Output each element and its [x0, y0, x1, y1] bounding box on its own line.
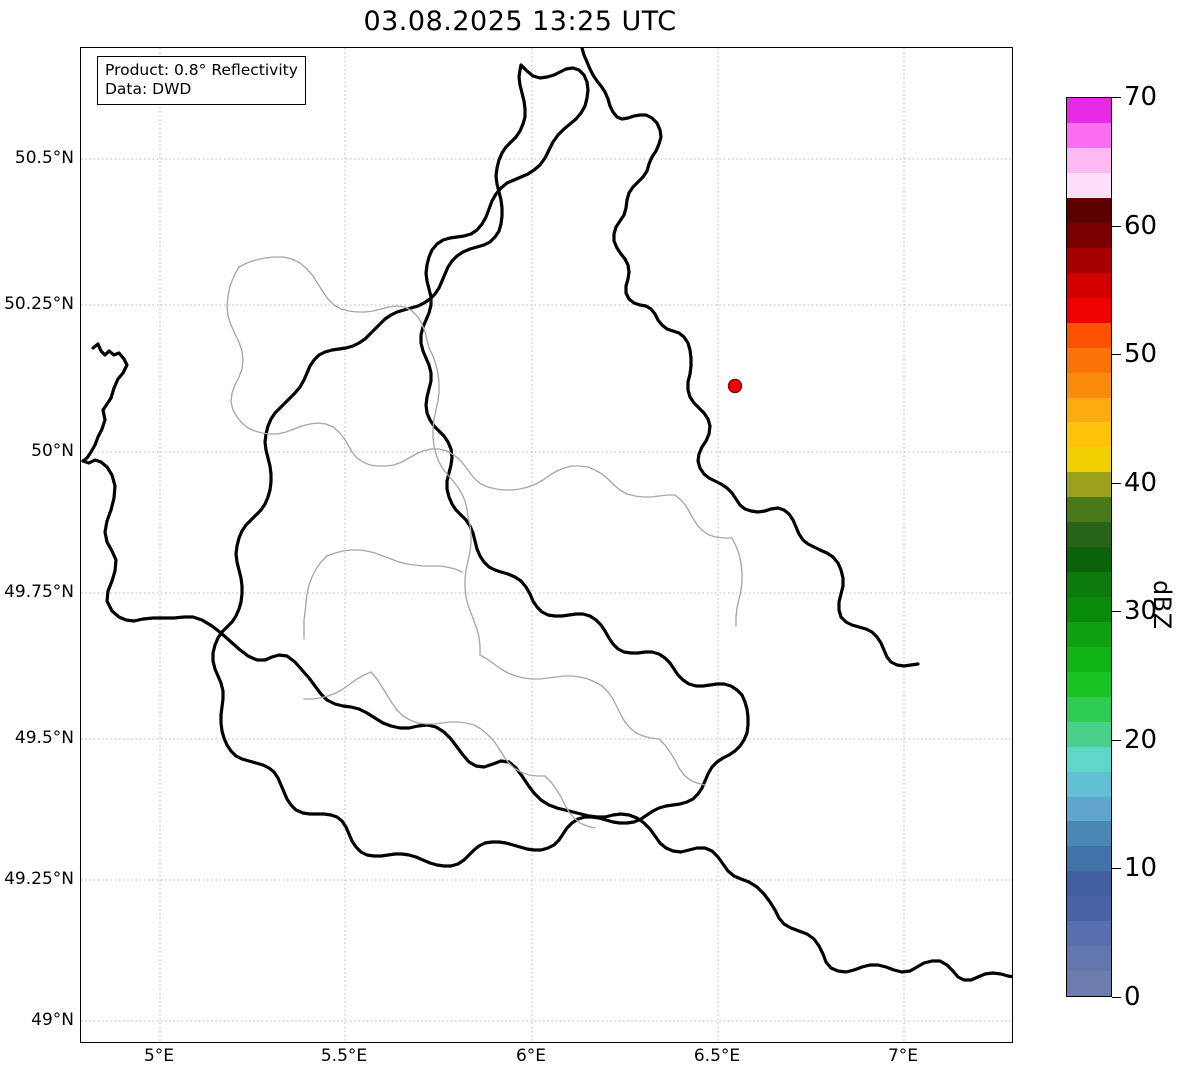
page-title: 03.08.2025 13:25 UTC — [363, 6, 677, 37]
colorbar-band — [1067, 198, 1111, 223]
colorbar-band — [1067, 372, 1111, 398]
colorbar-band — [1067, 621, 1111, 647]
colorbar-tick — [1112, 611, 1121, 613]
data-source-line: Data: DWD — [105, 79, 192, 98]
y-tick-label: 49.25°N — [4, 869, 74, 889]
y-tick-label: 49.75°N — [4, 582, 74, 602]
colorbar-band — [1067, 272, 1111, 298]
radar-map-plot: Product: 0.8° Reflectivity Data: DWD — [80, 47, 1013, 1043]
colorbar-band — [1067, 796, 1111, 822]
x-tick-label: 6°E — [515, 1046, 547, 1066]
x-tick-label: 7°E — [887, 1046, 919, 1066]
colorbar-tick — [1112, 354, 1121, 356]
colorbar-band — [1067, 148, 1111, 174]
colorbar-tick-label: 10 — [1124, 853, 1158, 884]
colorbar-band — [1067, 497, 1111, 523]
y-tick-label: 49°N — [31, 1010, 74, 1030]
colorbar-tick — [1112, 482, 1121, 484]
product-info-box: Product: 0.8° Reflectivity Data: DWD — [97, 56, 306, 105]
colorbar-tick-label: 20 — [1124, 724, 1158, 755]
country-borders — [81, 48, 1012, 982]
x-tick-label: 5.5°E — [320, 1046, 368, 1066]
colorbar-band — [1067, 846, 1111, 872]
radar-site-marker[interactable] — [727, 378, 743, 394]
colorbar-band — [1067, 98, 1111, 124]
colorbar-tick — [1112, 97, 1121, 98]
colorbar-tick-label: 30 — [1124, 596, 1158, 627]
colorbar: 0 10 20 30 40 50 60 70 — [1066, 82, 1157, 1012]
gridlines — [81, 48, 1012, 1042]
colorbar-band — [1067, 821, 1111, 847]
colorbar-tick — [1112, 868, 1121, 870]
x-tick-label: 5°E — [143, 1046, 175, 1066]
colorbar-band — [1067, 771, 1111, 797]
colorbar-band — [1067, 921, 1111, 947]
product-line: Product: 0.8° Reflectivity — [105, 61, 298, 79]
colorbar-band — [1067, 447, 1111, 473]
colorbar-tick — [1112, 739, 1121, 741]
colorbar-band — [1067, 971, 1111, 996]
y-tick-label: 50.25°N — [4, 294, 74, 314]
colorbar-tick-label: 40 — [1124, 467, 1158, 498]
colorbar-band — [1067, 422, 1111, 448]
colorbar-band — [1067, 322, 1111, 348]
colorbar-band — [1067, 671, 1111, 697]
colorbar-tick — [1112, 997, 1121, 998]
colorbar-tick-label: 60 — [1124, 210, 1158, 241]
colorbar-band — [1067, 646, 1111, 672]
colorbar-band — [1067, 397, 1111, 423]
colorbar-band — [1067, 896, 1111, 922]
colorbar-band — [1067, 173, 1111, 198]
colorbar-band — [1067, 522, 1111, 548]
colorbar-band — [1067, 572, 1111, 597]
colorbar-band — [1067, 746, 1111, 772]
radar-marker-layer — [727, 378, 743, 394]
y-tick-label: 49.5°N — [14, 728, 74, 748]
colorbar-tick-label: 70 — [1124, 82, 1158, 112]
colorbar-tick — [1112, 225, 1121, 227]
colorbar-band — [1067, 871, 1111, 897]
colorbar-tick-label: 50 — [1124, 339, 1158, 370]
colorbar-band — [1067, 597, 1111, 622]
colorbar-title: dBZ — [1148, 580, 1176, 630]
y-tick-label: 50.5°N — [14, 148, 74, 168]
colorbar-band — [1067, 297, 1111, 323]
colorbar-gradient — [1066, 97, 1112, 997]
colorbar-band — [1067, 946, 1111, 972]
colorbar-band — [1067, 721, 1111, 747]
colorbar-band — [1067, 247, 1111, 273]
colorbar-band — [1067, 547, 1111, 573]
colorbar-band — [1067, 347, 1111, 373]
y-tick-label: 50°N — [31, 441, 74, 461]
colorbar-band — [1067, 222, 1111, 248]
colorbar-band — [1067, 696, 1111, 722]
x-tick-label: 6.5°E — [693, 1046, 741, 1066]
colorbar-band — [1067, 123, 1111, 149]
colorbar-tick-label: 0 — [1124, 982, 1141, 1012]
colorbar-band — [1067, 472, 1111, 498]
